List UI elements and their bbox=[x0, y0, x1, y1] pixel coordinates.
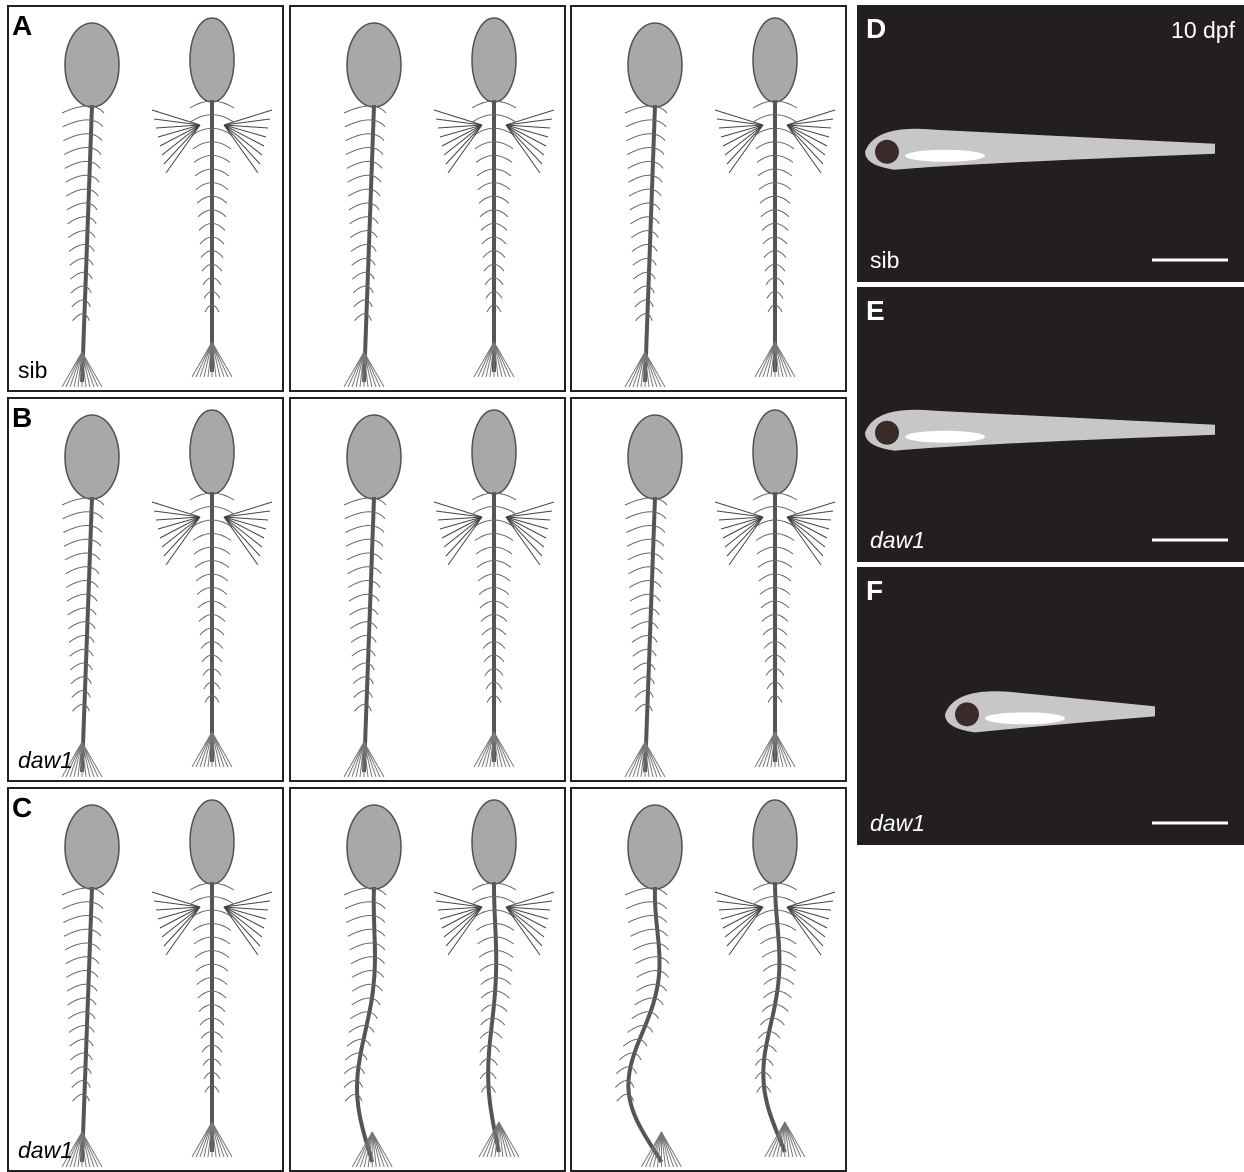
panel-frame bbox=[8, 398, 283, 781]
head bbox=[190, 18, 234, 102]
head bbox=[628, 23, 682, 107]
head bbox=[190, 800, 234, 884]
panel-label: F bbox=[866, 575, 883, 606]
head bbox=[628, 805, 682, 889]
head bbox=[65, 805, 119, 889]
panel-frame bbox=[571, 6, 846, 391]
head bbox=[65, 415, 119, 499]
head bbox=[190, 410, 234, 494]
panel-frame bbox=[290, 398, 565, 781]
genotype-label: daw1 bbox=[18, 1137, 73, 1163]
genotype-label: daw1 bbox=[870, 527, 925, 553]
panel-label: C bbox=[12, 792, 32, 823]
head bbox=[472, 18, 516, 102]
panel-label: B bbox=[12, 402, 32, 433]
head bbox=[347, 805, 401, 889]
eye bbox=[955, 702, 979, 726]
head bbox=[472, 410, 516, 494]
eye bbox=[875, 140, 899, 164]
panel-label: A bbox=[12, 10, 32, 41]
stage-label: 10 dpf bbox=[1171, 17, 1236, 43]
head bbox=[628, 415, 682, 499]
head bbox=[753, 410, 797, 494]
panel-frame bbox=[571, 398, 846, 781]
genotype-label: daw1 bbox=[18, 747, 73, 773]
panel-label: D bbox=[866, 13, 886, 44]
figure: Asib Bdaw1 Cdaw1 D 10 dpf sib Edaw1 Fdaw1 bbox=[0, 0, 1244, 1172]
head bbox=[347, 415, 401, 499]
gut bbox=[905, 150, 985, 162]
genotype-label: daw1 bbox=[870, 810, 925, 836]
head bbox=[753, 18, 797, 102]
panel-frame bbox=[8, 788, 283, 1171]
panel-frame bbox=[290, 6, 565, 391]
panel-label: E bbox=[866, 295, 885, 326]
panel-frame bbox=[290, 788, 565, 1171]
head bbox=[753, 800, 797, 884]
head bbox=[472, 800, 516, 884]
gut bbox=[985, 712, 1065, 724]
head bbox=[347, 23, 401, 107]
panel-frame bbox=[8, 6, 283, 391]
larva-panels: D 10 dpf sib Edaw1 Fdaw1 bbox=[857, 5, 1244, 845]
genotype-label: sib bbox=[18, 357, 47, 383]
skeleton-panels: Asib Bdaw1 Cdaw1 bbox=[8, 6, 846, 1171]
gut bbox=[905, 431, 985, 443]
eye bbox=[875, 421, 899, 445]
genotype-label: sib bbox=[870, 247, 899, 273]
head bbox=[65, 23, 119, 107]
panel-frame bbox=[571, 788, 846, 1171]
